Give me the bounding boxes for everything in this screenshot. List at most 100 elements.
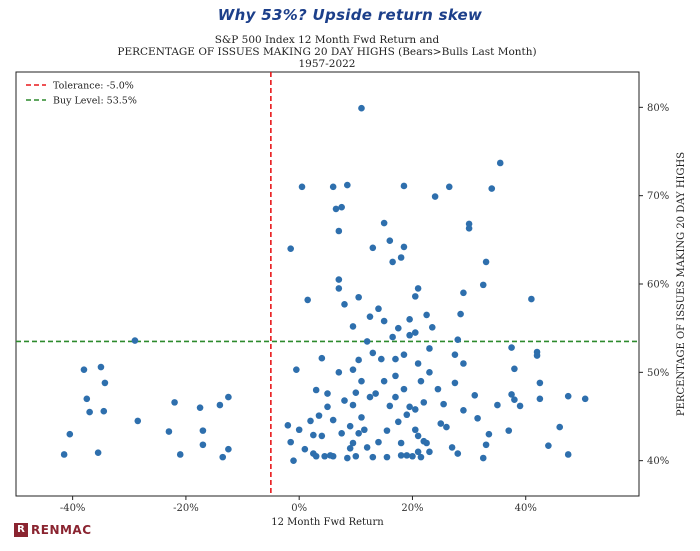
data-point (508, 344, 515, 351)
data-point (369, 349, 377, 357)
y-axis-label: PERCENTAGE OF ISSUES MAKING 20 DAY HIGHS (676, 152, 687, 416)
data-point (369, 453, 377, 461)
chart-title-line-2: PERCENTAGE OF ISSUES MAKING 20 DAY HIGHS… (117, 46, 537, 58)
data-point (100, 407, 108, 415)
data-point (394, 324, 402, 332)
data-point (471, 392, 479, 399)
data-point (338, 203, 345, 211)
data-point (134, 417, 142, 425)
data-point (318, 354, 326, 362)
data-point (403, 452, 411, 459)
data-point (310, 431, 317, 439)
data-point (386, 237, 394, 245)
data-point (380, 317, 388, 325)
y-axis: 40% 50% 60% 70% 80% (639, 103, 669, 467)
data-point (349, 323, 357, 330)
data-points (60, 104, 589, 464)
data-point (199, 427, 207, 434)
data-point (369, 244, 377, 252)
data-point (335, 227, 343, 235)
x-axis-label: 12 Month Fwd Return (271, 517, 384, 528)
logo-text: RENMAC (31, 523, 92, 537)
data-point (321, 452, 328, 460)
data-point (389, 258, 396, 266)
data-point (199, 441, 207, 449)
data-point (414, 448, 422, 456)
data-point (355, 429, 362, 437)
data-point (355, 356, 362, 364)
data-point (338, 429, 345, 437)
data-point (372, 390, 379, 397)
data-point (389, 333, 396, 341)
data-point (315, 412, 323, 419)
data-point (329, 183, 337, 191)
data-point (505, 427, 513, 434)
data-point (344, 181, 351, 189)
data-point (451, 379, 459, 387)
data-point (406, 331, 413, 339)
data-point (417, 377, 425, 385)
data-point (386, 402, 394, 410)
data-point (411, 329, 419, 336)
data-point (324, 390, 331, 397)
data-point (465, 225, 473, 232)
data-point (460, 289, 467, 297)
renmac-logo: R RENMAC (14, 523, 92, 537)
data-point (349, 439, 357, 447)
chart-title-line-3: 1957-2022 (298, 58, 356, 70)
data-point (400, 243, 408, 251)
data-point (341, 301, 348, 308)
data-point (428, 323, 436, 331)
data-point (448, 444, 456, 451)
data-point (457, 310, 464, 318)
y-tick-label: 50% (647, 368, 669, 379)
y-tick-label: 70% (647, 191, 669, 202)
data-point (397, 439, 405, 447)
headline: Why 53%? Upside return skew (217, 6, 483, 24)
data-point (344, 454, 351, 462)
data-point (392, 355, 399, 363)
data-point (171, 399, 178, 406)
y-tick-label: 80% (647, 103, 669, 114)
legend-label: Buy Level: 53.5% (53, 96, 137, 107)
data-point (225, 393, 232, 401)
data-point (349, 366, 357, 373)
data-point (131, 337, 139, 344)
data-point (536, 395, 544, 403)
data-point (409, 452, 416, 460)
data-point (437, 420, 445, 427)
data-point (508, 391, 515, 398)
data-point (358, 414, 365, 421)
data-point (394, 418, 402, 426)
data-point (383, 427, 391, 434)
legend-label: Tolerance: -5.0% (53, 81, 134, 92)
data-point (426, 448, 433, 456)
data-point (511, 396, 518, 404)
data-point (392, 393, 399, 401)
data-point (101, 379, 109, 387)
data-point (545, 442, 552, 449)
data-point (176, 451, 184, 458)
data-point (516, 402, 524, 410)
data-point (411, 426, 419, 434)
data-point (479, 454, 487, 462)
data-point (355, 293, 362, 301)
data-point (219, 453, 227, 461)
data-point (528, 295, 535, 303)
chart-title-line-1: S&P 500 Index 12 Month Fwd Return and (214, 34, 440, 46)
data-point (366, 393, 374, 401)
logo-mark-icon: R (14, 523, 28, 537)
data-point (352, 452, 360, 460)
x-tick-label: -40% (60, 503, 86, 514)
data-point (196, 404, 204, 411)
data-point (375, 438, 382, 446)
data-point (420, 399, 428, 406)
data-point (329, 416, 337, 424)
data-point (83, 395, 91, 403)
data-point (293, 366, 300, 373)
data-point (443, 423, 450, 431)
data-point (380, 377, 388, 385)
data-point (295, 426, 303, 434)
data-point (400, 385, 408, 393)
data-point (460, 407, 467, 414)
